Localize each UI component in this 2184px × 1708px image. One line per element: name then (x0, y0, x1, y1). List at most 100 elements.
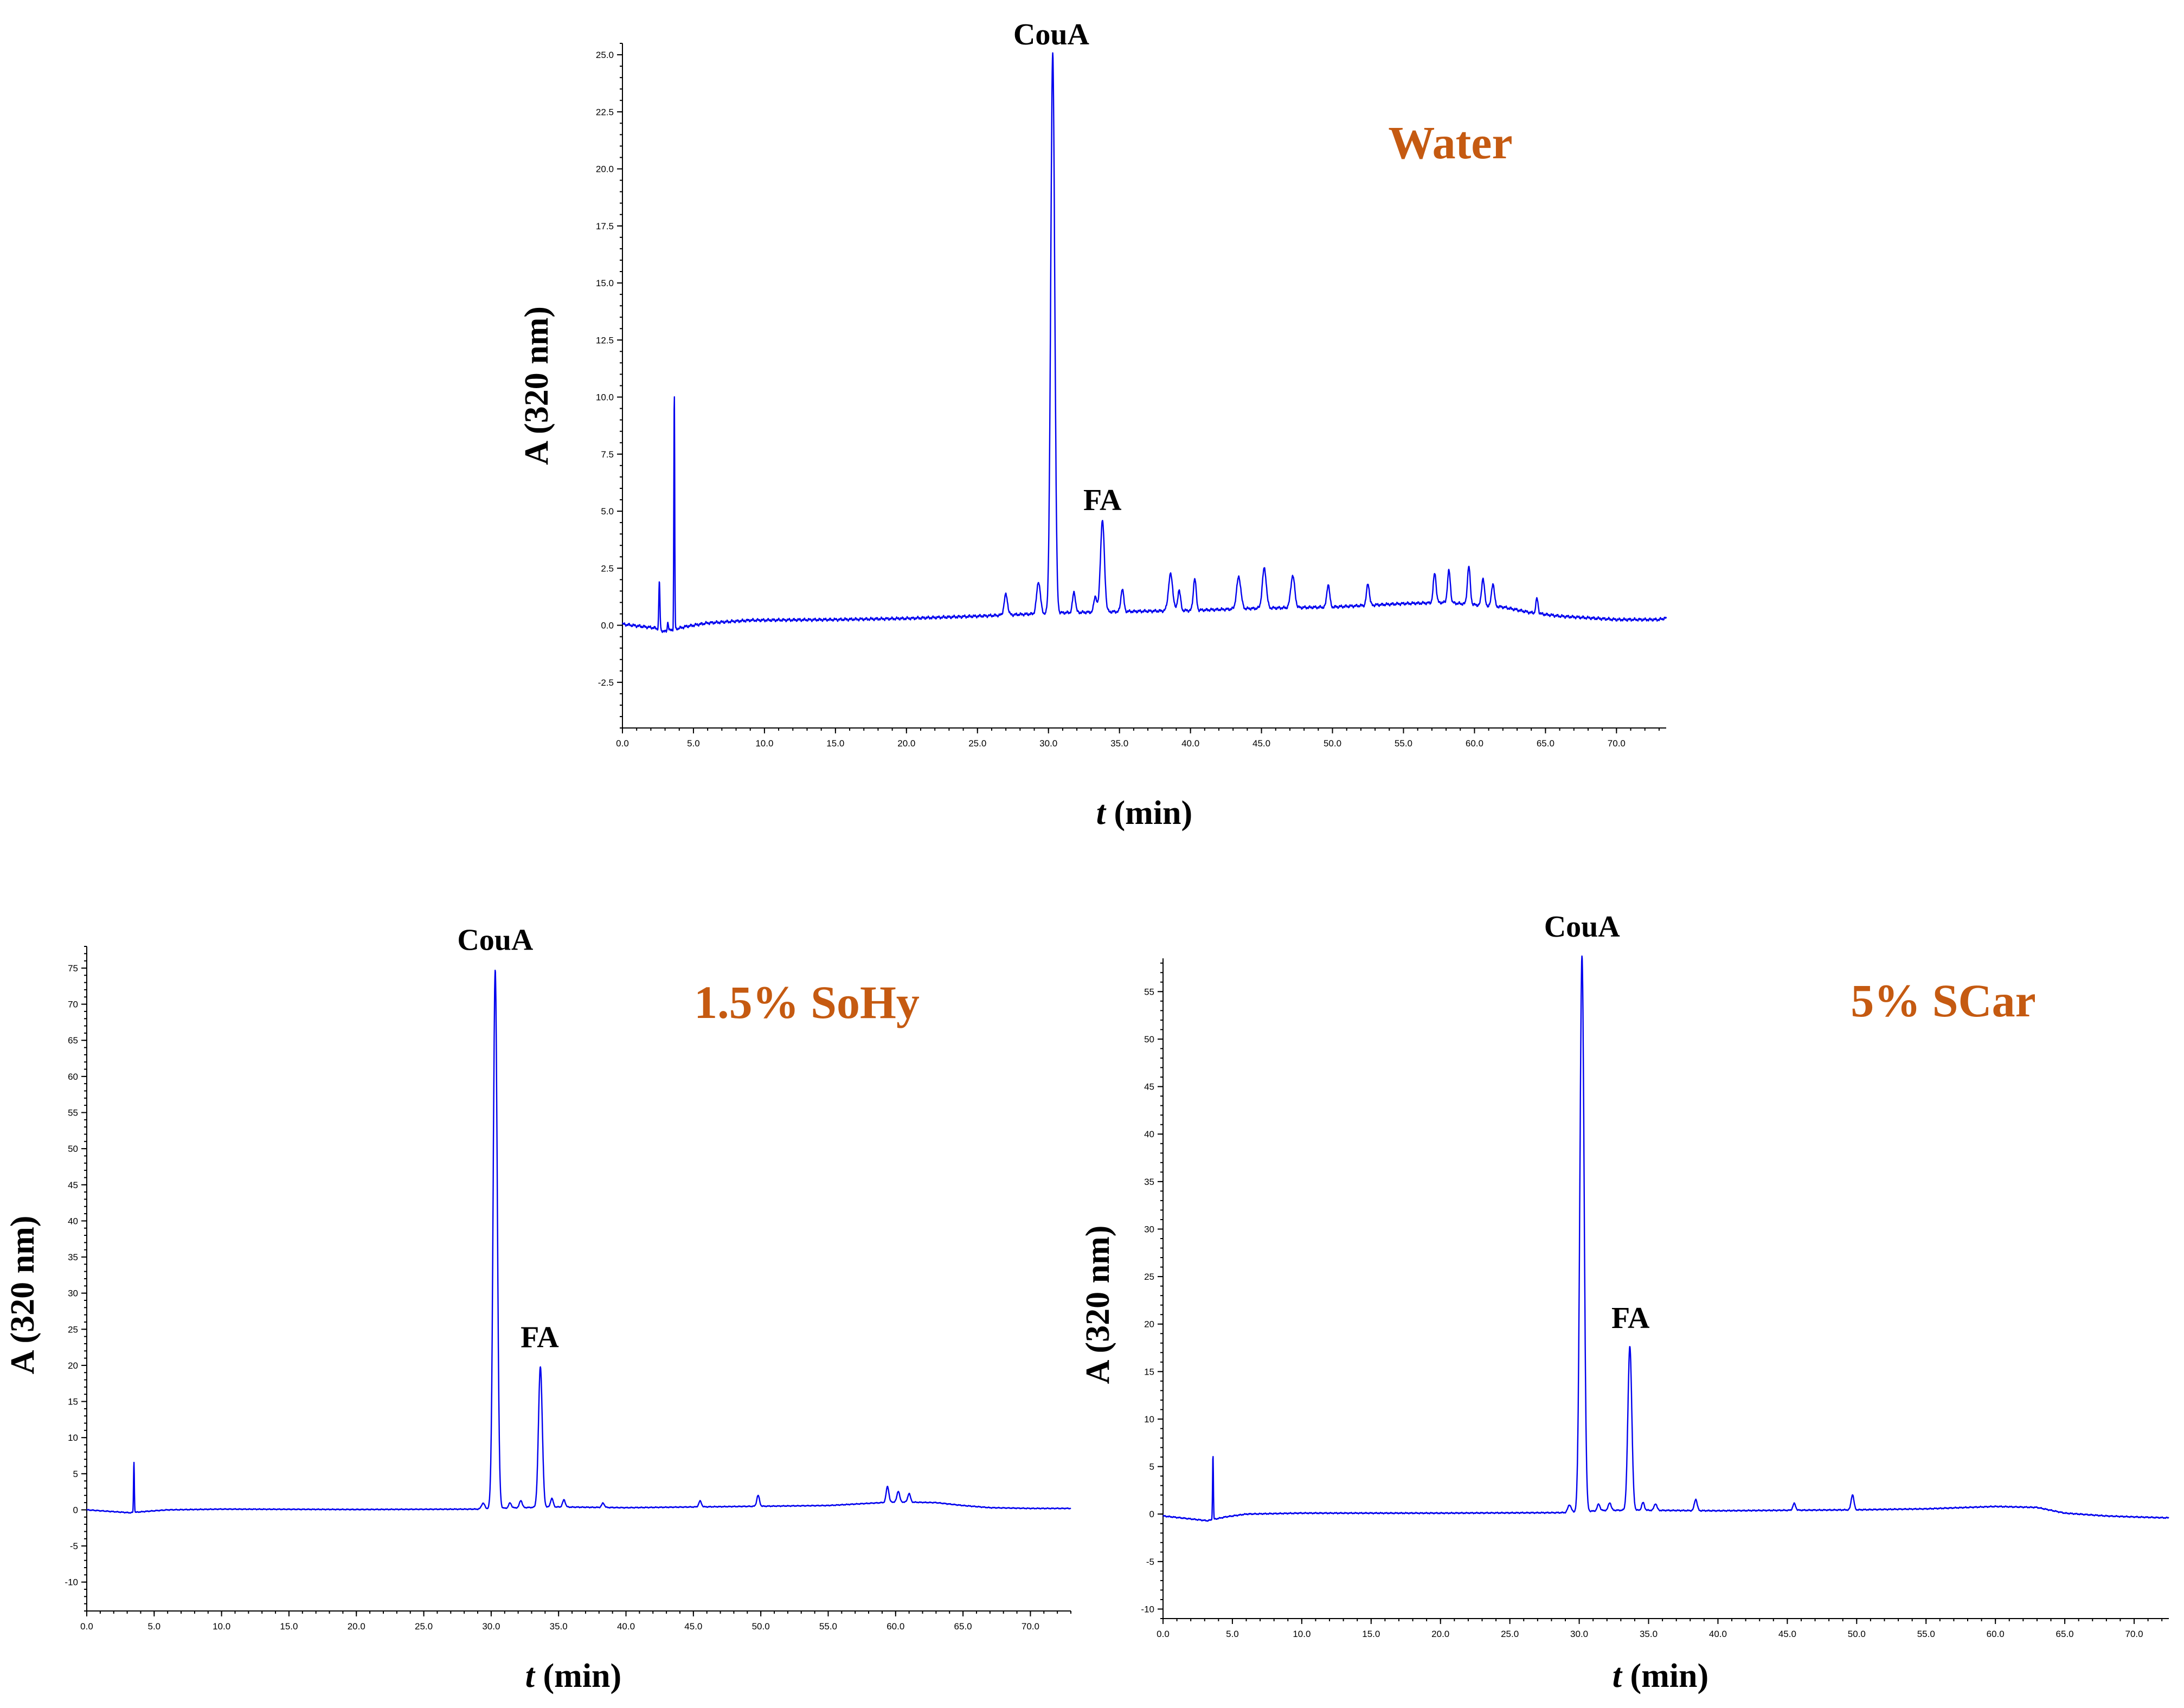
chart-water: -2.5 0.0 2.5 5.0 7.5 10.0 12.5 15.0 17.5 20.0 22.5… (518, 18, 1667, 832)
y-tick-label: 5 (73, 1469, 78, 1479)
x-tick-label: 65.0 (1537, 738, 1555, 749)
y-tick-label: 40 (68, 1216, 78, 1226)
y-tick-label: 0 (1149, 1509, 1154, 1519)
y-tick-label: -5 (1146, 1557, 1154, 1567)
x-tick-label: 15.0 (280, 1621, 298, 1632)
x-tick-label: 60.0 (887, 1621, 904, 1632)
x-tick-label: 45.0 (1252, 738, 1270, 749)
x-tick-label: 30.0 (1570, 1629, 1588, 1639)
y-tick-label: 45 (68, 1180, 78, 1190)
condition-label: 1.5% SoHy (694, 976, 920, 1028)
x-tick-label: 20.0 (348, 1621, 365, 1632)
y-axis-title: A (320 nm) (1080, 1226, 1116, 1384)
y-tick-label: -5 (70, 1541, 78, 1551)
y-tick-label: 15.0 (596, 278, 614, 288)
y-tick-label: 20 (68, 1361, 78, 1371)
chromatogram-trace (622, 52, 1667, 633)
x-tick-label: 60.0 (1987, 1629, 2005, 1639)
y-tick-label: 22.5 (596, 107, 614, 117)
x-axis-title-var: t (525, 1658, 536, 1694)
y-tick-label: 15 (1144, 1367, 1154, 1377)
x-tick-label: 5.0 (147, 1621, 160, 1632)
condition-label: 5% SCar (1851, 975, 2036, 1027)
x-tick-label: 30.0 (482, 1621, 500, 1632)
peak-label-coua: CouA (457, 924, 534, 957)
y-axis-title: A (320 nm) (518, 306, 555, 465)
x-tick-label: 40.0 (617, 1621, 635, 1632)
peak-label-coua: CouA (1544, 910, 1621, 944)
y-tick-label: 55 (1144, 987, 1154, 997)
x-tick-label: 40.0 (1181, 738, 1199, 749)
x-axis-title: t (min) (1096, 795, 1192, 832)
y-tick-label: 20 (1144, 1319, 1154, 1330)
x-tick-label: 10.0 (755, 738, 773, 749)
x-tick-label: 35.0 (1110, 738, 1128, 749)
peak-label-fa: FA (1083, 484, 1122, 517)
y-tick-label: 0 (73, 1505, 78, 1515)
y-tick-label: 0.0 (601, 621, 614, 631)
y-tick-label: 10.0 (596, 392, 614, 403)
x-tick-label: 50.0 (1324, 738, 1341, 749)
y-tick-label: 50 (68, 1144, 78, 1154)
x-tick-label: 0.0 (616, 738, 629, 749)
x-tick-label: 30.0 (1039, 738, 1057, 749)
x-tick-label: 40.0 (1709, 1629, 1727, 1639)
y-tick-label: 60 (68, 1072, 78, 1082)
peak-label-fa: FA (521, 1321, 559, 1355)
y-tick-label: 30 (68, 1288, 78, 1299)
x-tick-label: 25.0 (1501, 1629, 1519, 1639)
x-tick-label: 45.0 (684, 1621, 702, 1632)
x-tick-label: 35.0 (1640, 1629, 1658, 1639)
x-tick-label: 65.0 (954, 1621, 972, 1632)
y-tick-label: 50 (1144, 1034, 1154, 1045)
y-tick-label: 25.0 (596, 50, 614, 60)
y-tick-label: 10 (68, 1433, 78, 1443)
chart-scar: -10 -5 0 5 10 15 20 25 30 35 40 45 50 55 0.0 5.0 10.0 15.… (1080, 910, 2169, 1694)
y-tick-label: -10 (65, 1577, 78, 1588)
y-tick-label: 70 (68, 1000, 78, 1010)
x-axis-title-unit: (min) (1622, 1658, 1708, 1694)
y-tick-label: 5.0 (601, 506, 614, 517)
x-tick-label: 25.0 (415, 1621, 433, 1632)
peak-label-fa: FA (1611, 1301, 1650, 1335)
x-tick-label: 55.0 (1395, 738, 1412, 749)
x-tick-label: 35.0 (550, 1621, 568, 1632)
y-axis-title: A (320 nm) (4, 1216, 41, 1375)
x-tick-label: 65.0 (2056, 1629, 2074, 1639)
y-tick-label: 17.5 (596, 221, 614, 231)
x-tick-label: 5.0 (1226, 1629, 1239, 1639)
y-tick-label: 25 (1144, 1272, 1154, 1282)
y-tick-label: 25 (68, 1324, 78, 1335)
x-tick-label: 50.0 (1848, 1629, 1866, 1639)
x-tick-label: 60.0 (1466, 738, 1483, 749)
y-tick-label: 7.5 (601, 449, 614, 460)
x-tick-label: 25.0 (968, 738, 986, 749)
y-tick-label: 10 (1144, 1414, 1154, 1425)
chromatogram-trace (86, 969, 1071, 1514)
x-tick-label: 10.0 (1293, 1629, 1311, 1639)
x-axis-title: t (min) (525, 1658, 621, 1694)
x-axis-title-var: t (1613, 1658, 1623, 1694)
peak-label-coua: CouA (1013, 18, 1090, 51)
x-axis-title-unit: (min) (1106, 795, 1192, 832)
x-tick-label: 10.0 (213, 1621, 230, 1632)
x-axis-title-unit: (min) (535, 1658, 621, 1694)
y-tick-label: 65 (68, 1035, 78, 1046)
x-tick-label: 0.0 (1157, 1629, 1170, 1639)
y-tick-label: 2.5 (601, 563, 614, 573)
x-tick-label: 50.0 (752, 1621, 770, 1632)
y-tick-label: 20.0 (596, 164, 614, 175)
y-tick-label: 5 (1149, 1462, 1154, 1472)
chromatogram-trace (1162, 955, 2169, 1522)
y-tick-label: 15 (68, 1397, 78, 1407)
x-tick-label: 70.0 (1022, 1621, 1039, 1632)
x-tick-label: 70.0 (1608, 738, 1626, 749)
y-tick-label: -2.5 (598, 678, 614, 688)
y-tick-label: 30 (1144, 1224, 1154, 1234)
y-tick-label: 75 (68, 963, 78, 974)
x-axis-title: t (min) (1613, 1658, 1708, 1694)
x-tick-label: 20.0 (897, 738, 915, 749)
x-tick-label: 0.0 (80, 1621, 93, 1632)
x-tick-label: 15.0 (826, 738, 844, 749)
